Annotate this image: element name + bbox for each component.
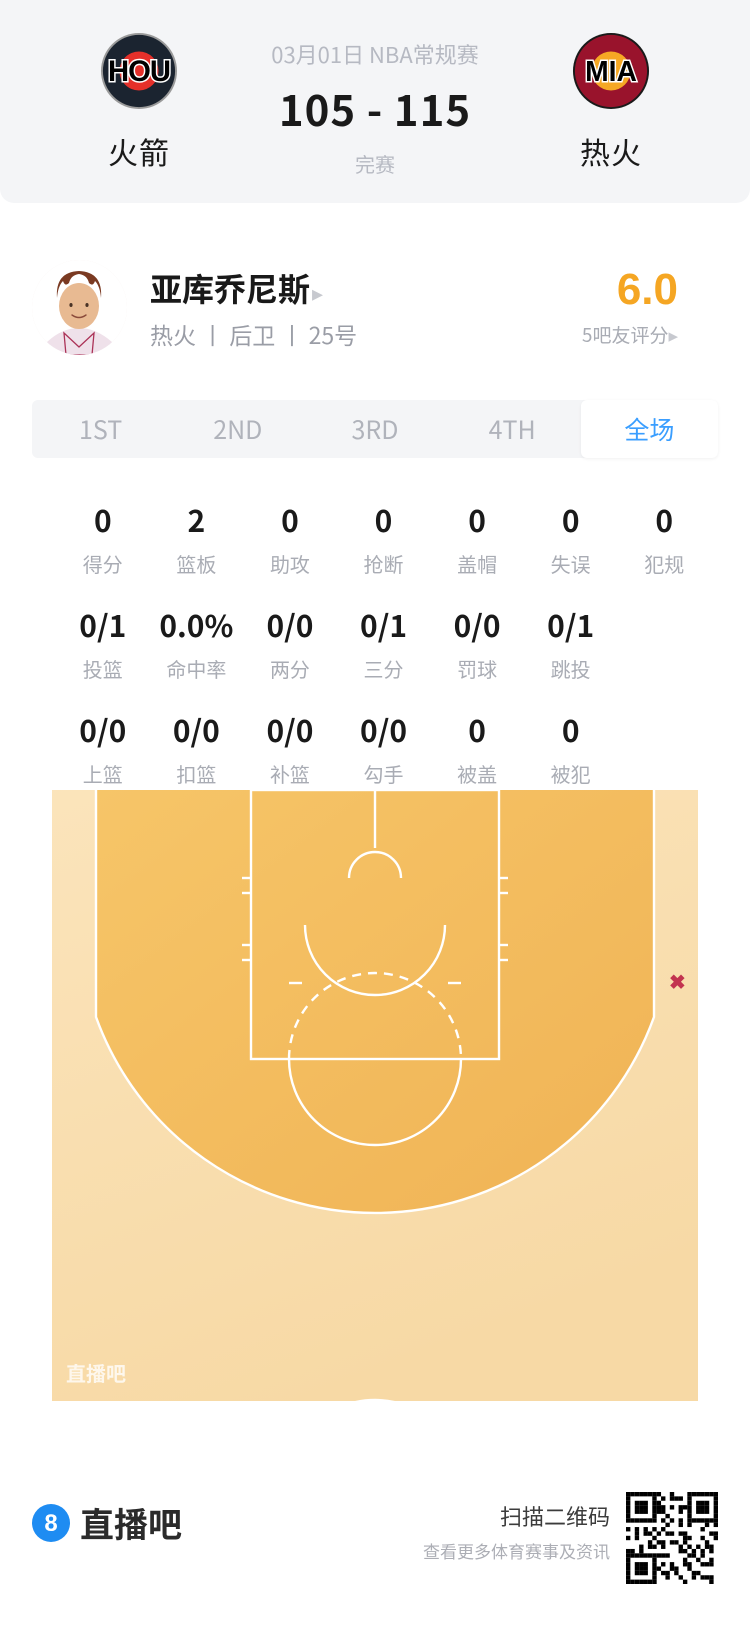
svg-text:MIA: MIA: [585, 55, 637, 87]
svg-text:HOU: HOU: [108, 56, 170, 88]
svg-text:8: 8: [44, 1510, 57, 1537]
